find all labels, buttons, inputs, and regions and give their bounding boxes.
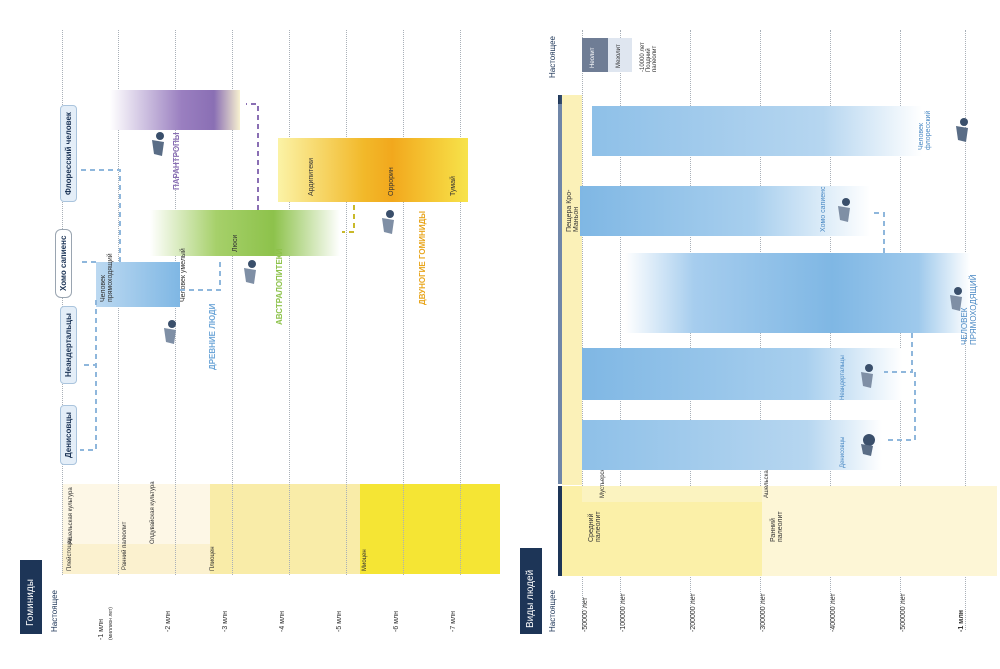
timeline-strip-lower bbox=[558, 486, 562, 576]
bipedal-hominids-bar bbox=[278, 138, 468, 202]
pliocene-band-main bbox=[210, 484, 360, 574]
culture-band-ashel bbox=[62, 484, 118, 544]
figure-orrorin bbox=[382, 210, 394, 234]
neanderthal-bar bbox=[582, 348, 902, 400]
mousterian-band bbox=[582, 486, 762, 502]
paranthropus-bar bbox=[110, 90, 240, 130]
erectus-big-bar bbox=[625, 253, 970, 333]
figure-erectus-right bbox=[950, 287, 962, 311]
figure-erectus bbox=[164, 320, 176, 344]
figure-denisovan bbox=[861, 434, 875, 456]
flores-bar bbox=[592, 106, 922, 156]
late-paleo-band bbox=[562, 95, 582, 485]
figure-flores bbox=[956, 118, 968, 142]
legend-mesolithic: Мезолит bbox=[608, 38, 632, 72]
olduvai-band bbox=[118, 484, 210, 544]
sapiens-bar bbox=[580, 186, 870, 236]
figure-neanderthal bbox=[861, 364, 873, 388]
figure-sapiens bbox=[838, 198, 850, 222]
pliocene-band bbox=[118, 544, 210, 574]
early-paleo-band bbox=[762, 486, 997, 576]
denisovan-bar bbox=[582, 420, 882, 470]
right-panel-title: Виды людей bbox=[520, 548, 542, 634]
australopithecus-bar bbox=[150, 210, 340, 256]
figure-paranthropus bbox=[152, 132, 164, 156]
erectus-bar bbox=[96, 262, 180, 307]
left-panel-title: Гоминиды bbox=[20, 560, 42, 634]
legend-neolithic: Неолит bbox=[582, 38, 608, 72]
timeline-strip-upper bbox=[558, 104, 562, 484]
figure-lucy bbox=[244, 260, 256, 284]
miocene-band bbox=[360, 484, 500, 574]
